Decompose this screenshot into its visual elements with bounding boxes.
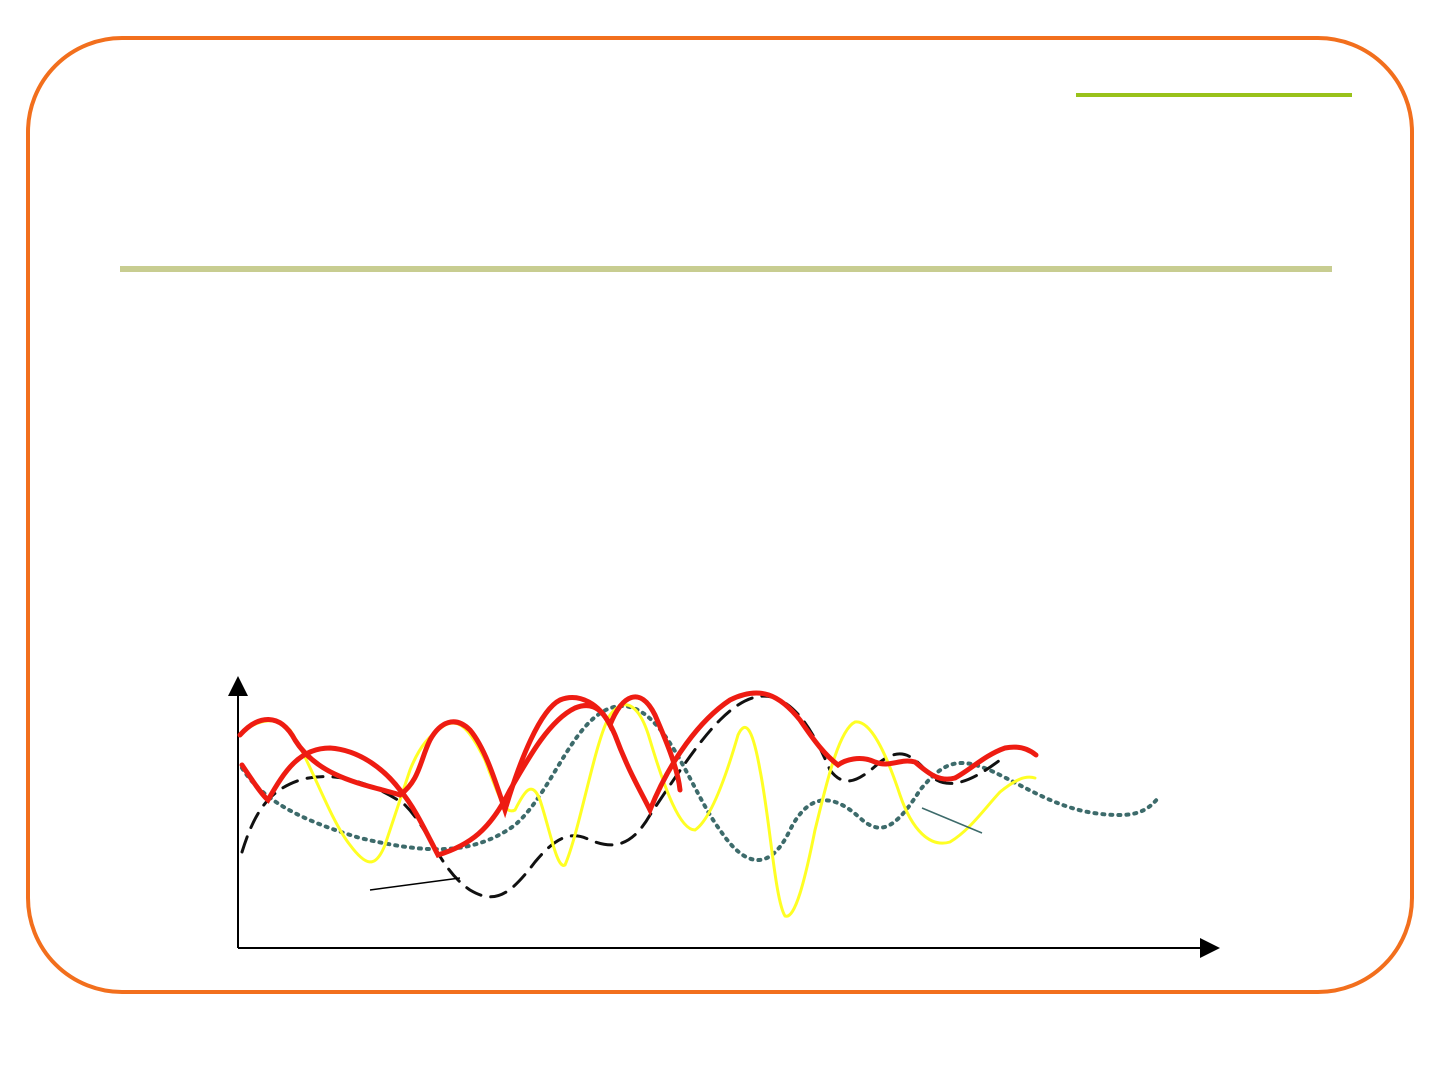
callout-right-line (921, 807, 983, 834)
slide-frame (26, 36, 1414, 994)
callout-left-line (369, 877, 461, 891)
thick-red-curve-return (239, 690, 1039, 859)
accent-line (1076, 93, 1352, 97)
wave-diagram (228, 676, 1220, 958)
thin-yellow-curve (238, 703, 1037, 918)
title-rule (120, 266, 1332, 272)
dashed-black-curve (240, 694, 1002, 899)
thick-red-curve (237, 694, 683, 819)
